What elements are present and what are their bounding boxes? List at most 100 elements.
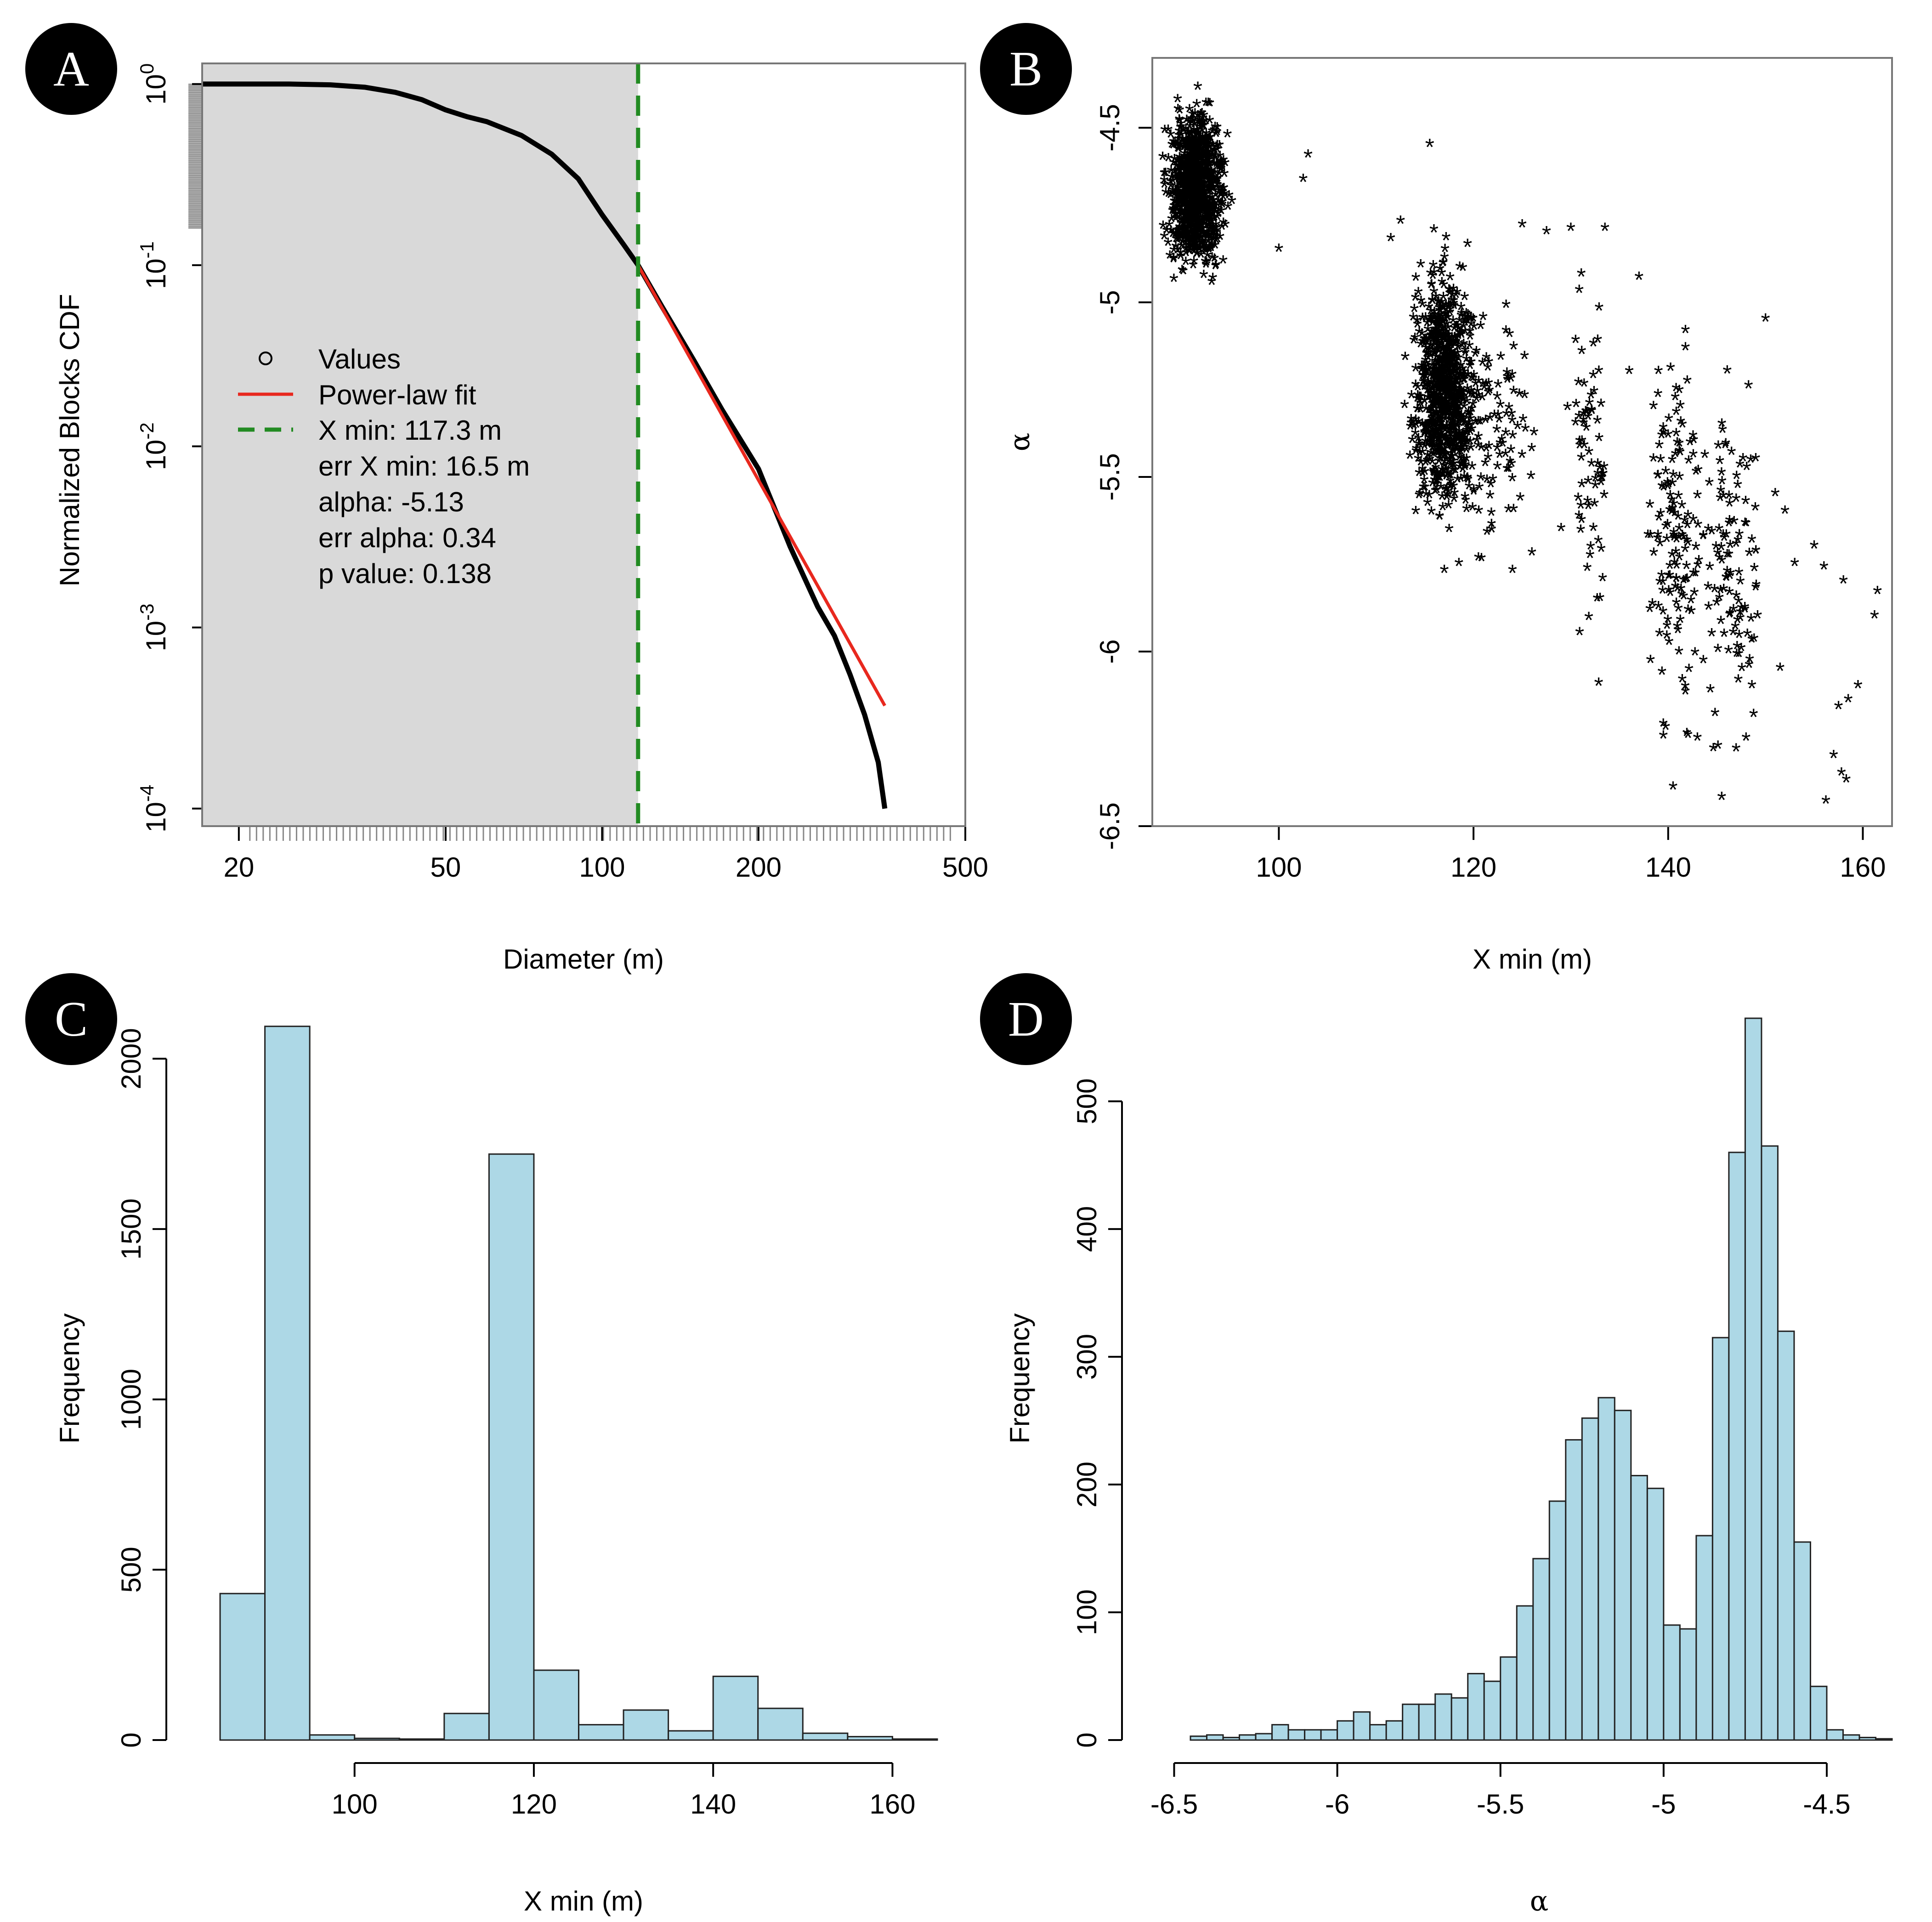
- panel-a-y-tick-label: 100: [136, 63, 171, 105]
- panel-c-y-tick-label-text: 500: [116, 1547, 147, 1593]
- panel-b-point: *: [1705, 680, 1715, 706]
- panel-b-point: *: [1196, 159, 1205, 186]
- panel-b-point: *: [1177, 170, 1186, 197]
- panel-b-point: *: [1452, 416, 1462, 443]
- panel-b-point: *: [1584, 607, 1593, 634]
- panel-c-xlabel: X min (m): [524, 1886, 643, 1916]
- panel-b-point: *: [1190, 129, 1199, 156]
- panel-b-point: *: [1194, 221, 1203, 248]
- legend-note-p-value: p value: 0.138: [318, 558, 492, 589]
- panel-b-point: *: [1425, 134, 1434, 161]
- panel-c-histogram-bars: [219, 1026, 938, 1741]
- panel-b-point: *: [1195, 180, 1204, 206]
- panel-c-bar: [264, 1026, 311, 1741]
- panel-d-bar: [1222, 1736, 1241, 1741]
- panel-b-point: *: [1844, 689, 1853, 716]
- panel-b-point: *: [1751, 448, 1760, 475]
- panel-d-y-tick-label: 500: [1071, 1078, 1102, 1124]
- panel-d-bar: [1190, 1735, 1208, 1741]
- panel-b-point: *: [1200, 196, 1209, 222]
- panel-d-bar: [1320, 1729, 1338, 1741]
- panel-b-point: *: [1205, 169, 1214, 195]
- panel-c-bar: [488, 1153, 535, 1741]
- panel-b-point: *: [1188, 113, 1197, 139]
- panel-b-point: *: [1190, 184, 1199, 210]
- panel-b-point: *: [1204, 155, 1213, 181]
- panel-b-point: *: [1178, 261, 1187, 287]
- panel-d-bar: [1663, 1624, 1681, 1741]
- panel-b-badge: B: [980, 23, 1072, 115]
- panel-b-point: *: [1186, 173, 1195, 199]
- panel-b-point: *: [1185, 221, 1195, 248]
- panel-c-bar: [354, 1737, 400, 1741]
- panel-b-point: *: [1625, 361, 1634, 388]
- panel-b-point: *: [1492, 420, 1501, 447]
- panel-a-cdf-line: [202, 81, 888, 809]
- panel-d-bar: [1532, 1558, 1550, 1741]
- panel-b-y-tick-label: -6: [1094, 639, 1125, 663]
- panel-b-point: *: [1198, 175, 1207, 202]
- panel-b-point: *: [1198, 169, 1207, 196]
- panel-d-y-tick-label-text: 300: [1071, 1334, 1102, 1380]
- panel-b-point: *: [1415, 387, 1424, 414]
- panel-b-point: *: [1185, 162, 1195, 189]
- panel-d-y-tick-label-text: 200: [1071, 1462, 1102, 1508]
- panel-b-point: *: [1175, 173, 1184, 200]
- panel-c-bar: [578, 1724, 624, 1741]
- panel-b-point: *: [1199, 186, 1208, 212]
- panel-b-point: *: [1595, 588, 1604, 615]
- panel-b-y-tick-label: -6.5: [1094, 802, 1125, 850]
- legend-xmin-label: X min: 117.3 m: [318, 415, 502, 446]
- panel-b-point: *: [1160, 120, 1169, 147]
- panel-b-point: *: [1819, 557, 1829, 584]
- panel-b-point: *: [1167, 167, 1176, 194]
- panel-b-point: *: [1683, 569, 1692, 595]
- panel-b-point: *: [1731, 738, 1740, 765]
- panel-a-legend: Values Power-law fit X min: 117.3 m err …: [238, 344, 530, 589]
- panel-d-bar: [1206, 1734, 1224, 1741]
- panel-b-point: *: [1218, 193, 1227, 219]
- panel-b-point: *: [1482, 374, 1491, 401]
- panel-d-x-tick-label: -4.5: [1803, 1789, 1850, 1820]
- panel-b-point: *: [1496, 347, 1505, 374]
- panel-b-point: *: [1169, 153, 1178, 180]
- panel-b-point: *: [1596, 394, 1605, 420]
- panel-b-point: *: [1204, 93, 1213, 119]
- panel-b-point: *: [1158, 216, 1167, 243]
- panel-d-bar: [1728, 1151, 1746, 1741]
- panel-c-y-tick-label: 1000: [116, 1369, 147, 1430]
- panel-b-point: *: [1211, 147, 1220, 174]
- panel-b-point: *: [1220, 153, 1229, 180]
- panel-d-y-tick-label-text: 500: [1071, 1078, 1102, 1124]
- panel-b-point: *: [1742, 457, 1751, 484]
- panel-b-point: *: [1195, 193, 1204, 219]
- panel-d-bar: [1842, 1734, 1860, 1741]
- panel-b-point: *: [1196, 215, 1205, 242]
- panel-b-point: *: [1198, 162, 1207, 189]
- panel-b-point: *: [1477, 548, 1486, 575]
- panel-b-point: *: [1184, 188, 1193, 215]
- panel-b-point: *: [1722, 525, 1731, 551]
- panel-b-point: *: [1527, 438, 1536, 465]
- panel-b-point: *: [1853, 675, 1863, 702]
- panel-a-y-tick-label-text: 10-1: [136, 241, 171, 289]
- panel-a-ylabel: Normalized Blocks CDF: [54, 294, 85, 587]
- panel-b-point: *: [1780, 501, 1790, 527]
- panel-c-x-tick-label: 120: [511, 1789, 557, 1820]
- panel-b-badge-letter: B: [1009, 42, 1042, 96]
- panel-b-point: *: [1677, 495, 1686, 522]
- panel-b-point: *: [1718, 420, 1727, 447]
- panel-b-point: *: [1211, 200, 1220, 227]
- panel-b-point: *: [1188, 180, 1197, 207]
- panel-b-point: *: [1190, 220, 1199, 247]
- panel-b-point: *: [1648, 594, 1657, 620]
- panel-b-point: *: [1671, 387, 1680, 414]
- panel-b-point: *: [1589, 334, 1598, 360]
- panel-b-point: *: [1189, 215, 1198, 242]
- panel-a-axes: 100 10-1 10-2 10-3 10-4 20 50 100 200 500: [136, 63, 988, 883]
- panel-b-point: *: [1481, 410, 1490, 437]
- panel-b-point: *: [1178, 221, 1187, 247]
- panel-c-bar: [219, 1593, 266, 1741]
- panel-b-point: *: [1473, 436, 1483, 462]
